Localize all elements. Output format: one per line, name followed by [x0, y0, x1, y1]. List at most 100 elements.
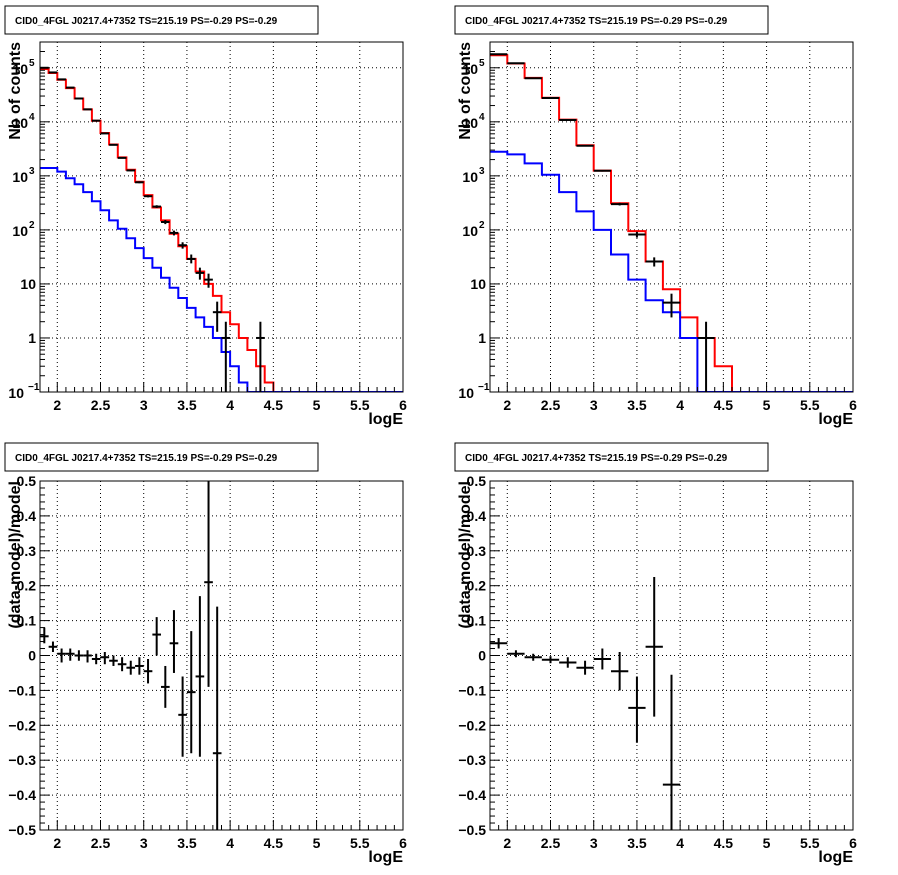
y-tick-label: −0.2 [8, 717, 36, 733]
x-tick-label: 2.5 [541, 397, 561, 413]
data-point [126, 169, 136, 172]
title-box [4, 442, 319, 472]
x-tick-label: 5.5 [800, 835, 820, 851]
data-point [559, 657, 577, 668]
data-point [593, 648, 611, 670]
data-point [490, 638, 508, 649]
data-point [541, 656, 560, 664]
data-point [91, 653, 101, 665]
x-tick-label: 5 [313, 397, 321, 413]
data-point [152, 205, 161, 209]
data-point [645, 576, 663, 717]
y-tick-label: 0.1 [17, 613, 37, 629]
x-axis-label: logE [368, 849, 403, 866]
y-tick-label: −0.2 [458, 717, 486, 733]
data-point [83, 650, 92, 663]
data-point [57, 648, 66, 663]
y-tick-label: 10 [20, 276, 36, 292]
y-tick-label: 10 [462, 115, 478, 131]
y-tick-label: −0.5 [458, 822, 486, 838]
y-tick-label: 10 [462, 223, 478, 239]
y-tick-label: 0.2 [17, 578, 37, 594]
x-tick-label: 6 [849, 397, 857, 413]
data-point [161, 665, 170, 708]
x-tick-label: 4 [676, 397, 684, 413]
y-tick-label: 10 [462, 169, 478, 185]
y-tick-label: 1 [478, 330, 486, 346]
y-tick-exponent: 3 [29, 166, 35, 177]
y-axis-label: (data-model)/model [457, 481, 474, 629]
y-tick-exponent: 4 [479, 112, 485, 123]
x-tick-label: 4.5 [714, 835, 734, 851]
data-point [178, 242, 187, 249]
x-axis-label: logE [818, 849, 853, 866]
y-tick-exponent: −1 [28, 382, 40, 393]
data-point [645, 257, 663, 267]
data-point [628, 676, 646, 743]
x-tick-label: 6 [399, 835, 407, 851]
y-tick-label: −0.1 [458, 682, 486, 698]
data-layer [490, 53, 853, 392]
data-point [256, 321, 265, 392]
data-point [74, 97, 84, 100]
data-point [576, 144, 594, 147]
x-tick-label: 4 [226, 397, 234, 413]
y-tick-label: 10 [470, 276, 486, 292]
y-tick-label: 0 [28, 648, 36, 664]
chart-title: CID0_4FGL J0217.4+7352 TS=215.19 PS=-0.2… [465, 453, 728, 464]
data-point [143, 195, 153, 198]
x-tick-label: 2 [53, 397, 61, 413]
data-point [186, 631, 196, 754]
data-point [593, 169, 611, 172]
title-box [454, 5, 769, 35]
series-line-blue [40, 167, 403, 392]
data-point [48, 641, 58, 653]
x-tick-label: 5.5 [350, 835, 370, 851]
y-tick-label: 10 [8, 385, 24, 401]
y-tick-label: 10 [12, 61, 28, 77]
data-point [143, 658, 153, 684]
y-tick-label: 0.1 [467, 613, 487, 629]
x-tick-label: 2 [503, 397, 511, 413]
y-tick-exponent: 2 [29, 220, 35, 231]
chart-title: CID0_4FGL J0217.4+7352 TS=215.19 PS=-0.2… [15, 453, 278, 464]
data-point [195, 596, 205, 757]
x-tick-label: 3 [590, 397, 598, 413]
x-tick-label: 3 [590, 835, 598, 851]
y-axis-label: Nb of counts [457, 42, 474, 140]
data-point [161, 220, 170, 225]
y-tick-label: 10 [12, 223, 28, 239]
data-point [74, 650, 84, 661]
y-tick-label: 10 [462, 61, 478, 77]
data-point [109, 655, 118, 666]
data-point [576, 660, 594, 675]
series-line-red [490, 54, 853, 392]
data-layer [40, 66, 403, 392]
y-tick-exponent: 2 [479, 220, 485, 231]
data-point [83, 108, 92, 111]
data-point [40, 627, 49, 644]
data-point [100, 652, 110, 665]
x-tick-label: 2.5 [91, 835, 111, 851]
data-point [697, 321, 715, 392]
x-tick-label: 3.5 [627, 835, 647, 851]
data-layer [40, 481, 222, 830]
x-tick-label: 2.5 [541, 835, 561, 851]
data-point [221, 321, 231, 392]
data-point [611, 202, 629, 206]
x-tick-label: 3.5 [177, 397, 197, 413]
data-point [117, 156, 127, 159]
x-tick-label: 4.5 [264, 835, 284, 851]
y-tick-label: −0.5 [8, 822, 36, 838]
x-tick-label: 5.5 [350, 397, 370, 413]
y-axis-label: Nb of counts [7, 42, 24, 140]
y-tick-label: −0.4 [458, 787, 486, 803]
data-point [178, 676, 187, 757]
x-tick-label: 2 [503, 835, 511, 851]
data-point [662, 293, 681, 318]
data-point [109, 143, 118, 146]
x-tick-label: 6 [849, 835, 857, 851]
chart-title: CID0_4FGL J0217.4+7352 TS=215.19 PS=-0.2… [465, 16, 728, 27]
